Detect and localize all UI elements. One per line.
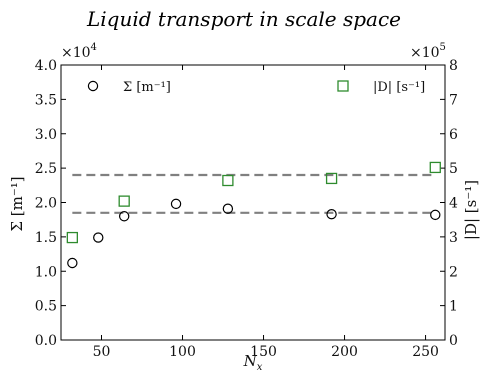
y-right-tick-label: 3 [449, 230, 458, 246]
sigma-point [326, 208, 337, 220]
legend-label-sigma: Σ [m⁻¹] [123, 80, 171, 95]
x-axis-label: Nx [243, 352, 263, 373]
x-tick-label: 200 [331, 344, 358, 360]
y-right-tick-label: 8 [449, 58, 458, 74]
y-right-tick-label: 2 [449, 264, 458, 280]
d-point [222, 174, 234, 187]
chart-title: Liquid transport in scale space [86, 7, 401, 31]
y-left-tick-label: 3.0 [35, 127, 57, 143]
y-left-tick-label: 1.0 [35, 264, 57, 280]
y-left-tick-label: 3.5 [35, 92, 57, 108]
data-markers [66, 161, 441, 269]
sigma-point [170, 198, 182, 210]
y-right-axis-label: |D| [s⁻¹] [462, 180, 480, 240]
x-tick-label: 150 [250, 344, 277, 360]
y-left-tick-label: 1.5 [35, 230, 57, 246]
y-right-tick-label: 1 [449, 299, 458, 315]
x-tick-label: 100 [169, 344, 196, 360]
sigma-point [67, 257, 78, 269]
x-tick-label: 50 [93, 344, 111, 360]
legend-label-d: |D| [s⁻¹] [373, 80, 425, 95]
left-axis-multiplier: ×104 [61, 42, 97, 61]
legend-marker-d [337, 80, 349, 92]
legend: Σ [m⁻¹] |D| [s⁻¹] [87, 80, 425, 95]
y-right-axis-ticks: 0 1 2 3 4 5 6 7 8 [440, 58, 458, 349]
right-axis-multiplier: ×105 [410, 42, 446, 61]
y-right-tick-label: 6 [449, 127, 458, 143]
y-left-tick-label: 2.5 [35, 161, 57, 177]
y-left-axis-label: Σ [m⁻¹] [8, 176, 26, 231]
y-left-tick-label: 4.0 [35, 58, 57, 74]
d-point [66, 231, 78, 244]
y-left-tick-label: 0.0 [35, 333, 57, 349]
x-tick-label: 250 [412, 344, 439, 360]
y-right-tick-label: 5 [449, 161, 458, 177]
reference-lines [72, 173, 436, 214]
d-point [118, 195, 130, 207]
y-right-tick-label: 4 [449, 196, 458, 212]
x-axis-ticks: 50 100 150 200 250 [93, 65, 439, 360]
legend-marker-sigma [87, 80, 99, 92]
d-point [429, 161, 441, 174]
sigma-point [222, 203, 234, 214]
sigma-point [118, 211, 130, 222]
d-point [325, 172, 338, 185]
y-right-tick-label: 7 [449, 92, 458, 108]
y-left-axis-ticks: 0.0 0.5 1.0 1.5 2.0 2.5 3.0 3.5 4.0 [35, 58, 66, 349]
plot-area: 50 100 150 200 250 0.00.51.01.52.02.53.03.54… [35, 58, 458, 360]
y-right-tick-label: 0 [449, 333, 458, 349]
y-left-tick-label: 2.0 [35, 196, 57, 212]
y-left-tick-label: 0.5 [35, 299, 57, 315]
sigma-point [93, 232, 104, 243]
sigma-point [430, 209, 441, 221]
